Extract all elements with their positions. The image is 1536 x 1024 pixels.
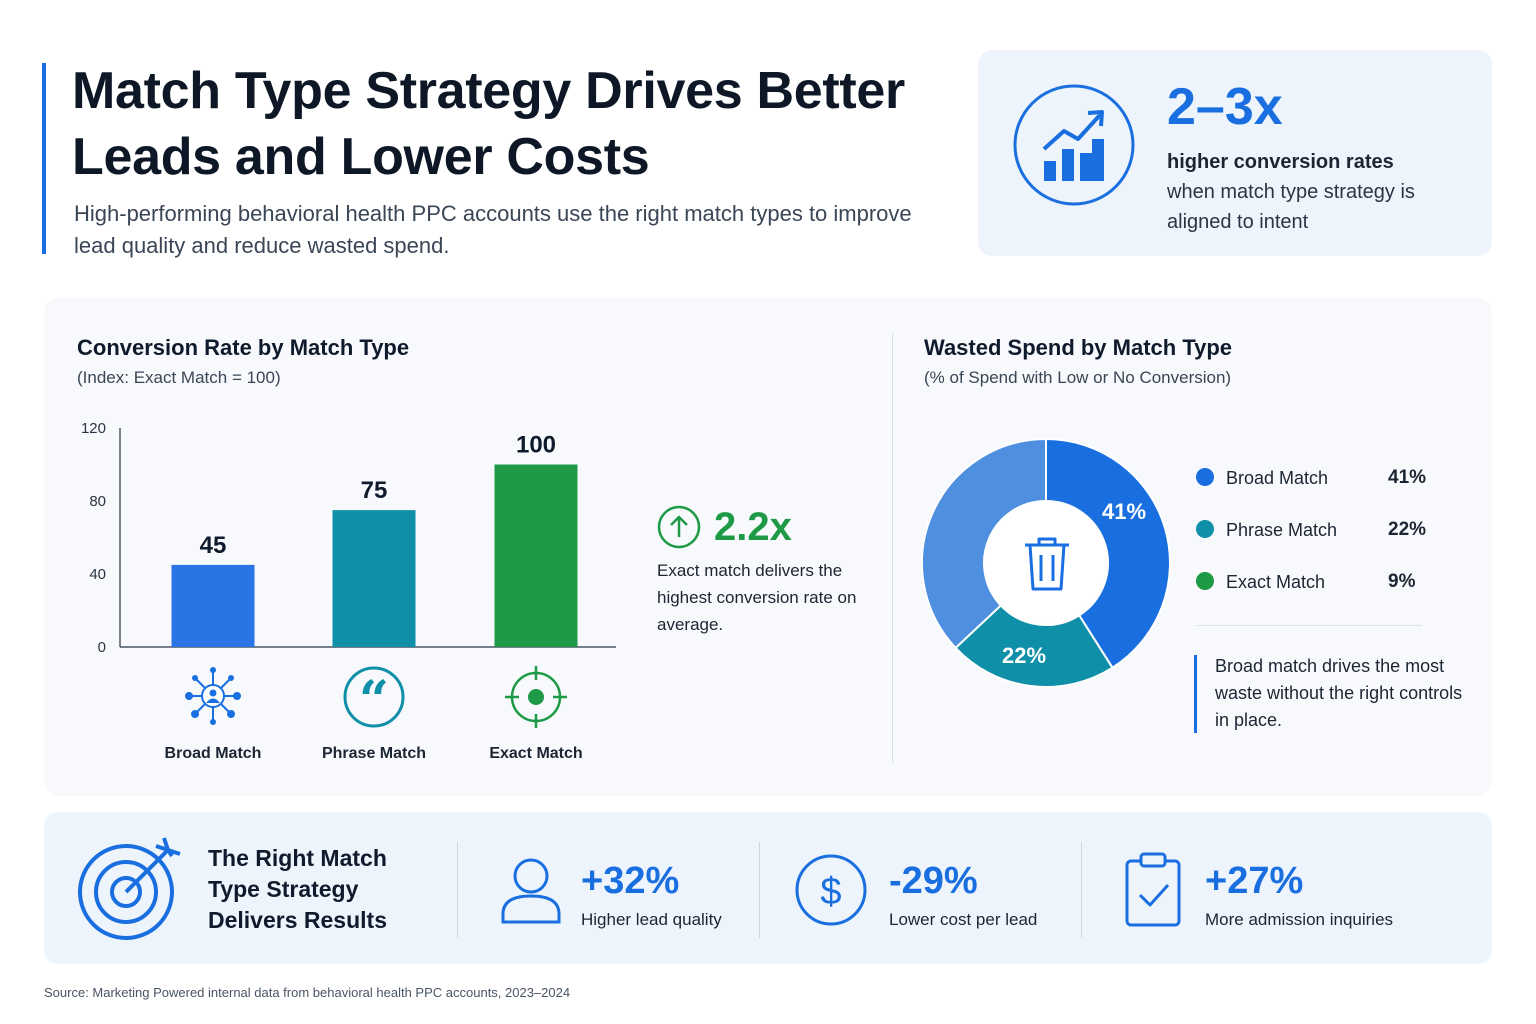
results-title: The Right Match Type Strategy Delivers R… — [208, 845, 387, 933]
donut-slice — [921, 437, 1047, 650]
legend-dot — [1196, 572, 1214, 590]
stat-inquiries-label: More admission inquiries — [1205, 910, 1394, 929]
bar-value-label: 45 — [200, 532, 227, 559]
bar-value-label: 75 — [361, 477, 388, 504]
clipboard-check-icon — [1124, 851, 1182, 929]
donut-note: Broad match drives the most waste withou… — [1215, 656, 1463, 730]
bar — [332, 510, 416, 647]
quote-icon: “ — [343, 666, 405, 731]
source-note: Source: Marketing Powered internal data … — [44, 985, 571, 1000]
legend-label: Phrase Match — [1226, 520, 1338, 540]
donut-hole — [985, 502, 1107, 624]
donut-slice — [954, 604, 1114, 688]
legend-value: 22% — [1388, 519, 1427, 540]
arrow-up-circle-icon — [657, 505, 701, 549]
top-stat-value: 2–3x — [1167, 78, 1283, 136]
callout-text: Exact match delivers the highest convers… — [657, 561, 857, 634]
stat-cost-label: Lower cost per lead — [889, 910, 1038, 929]
category-label: Exact Match — [489, 745, 582, 762]
stat-inquiries-value: +27% — [1205, 860, 1304, 902]
stat-cost-value: -29% — [889, 860, 978, 902]
network-icon — [181, 664, 245, 728]
donut-chart: 41% 22% — [921, 437, 1171, 688]
chart-growth-icon — [1012, 83, 1136, 207]
stat-lead-quality-value: +32% — [581, 860, 680, 902]
slice-value-label: 41% — [1102, 499, 1146, 524]
trash-icon — [1021, 533, 1073, 593]
note-accent-bar — [1194, 655, 1197, 733]
svg-text:$: $ — [820, 871, 841, 913]
top-stat-line1: higher conversion rates — [1167, 151, 1394, 173]
bar — [494, 464, 578, 647]
bar-chart: 0 40 80 120 45 Broad Match 75 Phrase Match 100 Ex… — [81, 420, 616, 762]
bar-value-label: 100 — [516, 432, 556, 459]
panel-divider — [892, 333, 893, 763]
header-accent-bar — [42, 63, 46, 254]
band-divider — [457, 842, 458, 938]
bar-chart-subtitle: (Index: Exact Match = 100) — [77, 368, 281, 387]
band-divider — [759, 842, 760, 938]
y-tick-label: 0 — [98, 639, 106, 656]
y-tick-label: 120 — [81, 420, 106, 437]
legend-value: 41% — [1388, 467, 1427, 488]
legend-dot — [1196, 520, 1214, 538]
top-stat-line2: when match type strategy is aligned to i… — [1167, 181, 1415, 233]
legend-dot — [1196, 468, 1214, 486]
page-title: Match Type Strategy Drives Better Leads … — [72, 62, 905, 186]
legend-value: 9% — [1388, 571, 1416, 592]
svg-text:“: “ — [359, 670, 389, 728]
category-label: Phrase Match — [322, 745, 426, 762]
charts-panel — [44, 298, 1492, 796]
legend-label: Broad Match — [1226, 468, 1329, 488]
stat-lead-quality-label: Higher lead quality — [581, 910, 722, 929]
donut-chart-subtitle: (% of Spend with Low or No Conversion) — [924, 368, 1232, 387]
bar — [171, 564, 255, 647]
target-arrow-icon — [76, 836, 184, 944]
user-icon — [500, 856, 562, 926]
bar-chart-title: Conversion Rate by Match Type — [77, 335, 410, 360]
legend-separator — [1196, 625, 1422, 626]
crosshair-icon — [503, 664, 569, 730]
donut-slice — [1045, 437, 1171, 670]
page-subtitle: High-performing behavioral health PPC ac… — [74, 201, 912, 258]
callout-value: 2.2x — [714, 505, 792, 549]
legend-label: Exact Match — [1226, 572, 1326, 592]
y-tick-label: 80 — [89, 493, 106, 510]
category-label: Broad Match — [165, 745, 262, 762]
donut-chart-title: Wasted Spend by Match Type — [924, 335, 1233, 360]
results-band — [44, 812, 1492, 964]
dollar-circle-icon: $ — [794, 853, 868, 927]
y-tick-label: 40 — [89, 566, 106, 583]
band-divider — [1081, 842, 1082, 938]
slice-value-label: 22% — [1002, 643, 1046, 668]
